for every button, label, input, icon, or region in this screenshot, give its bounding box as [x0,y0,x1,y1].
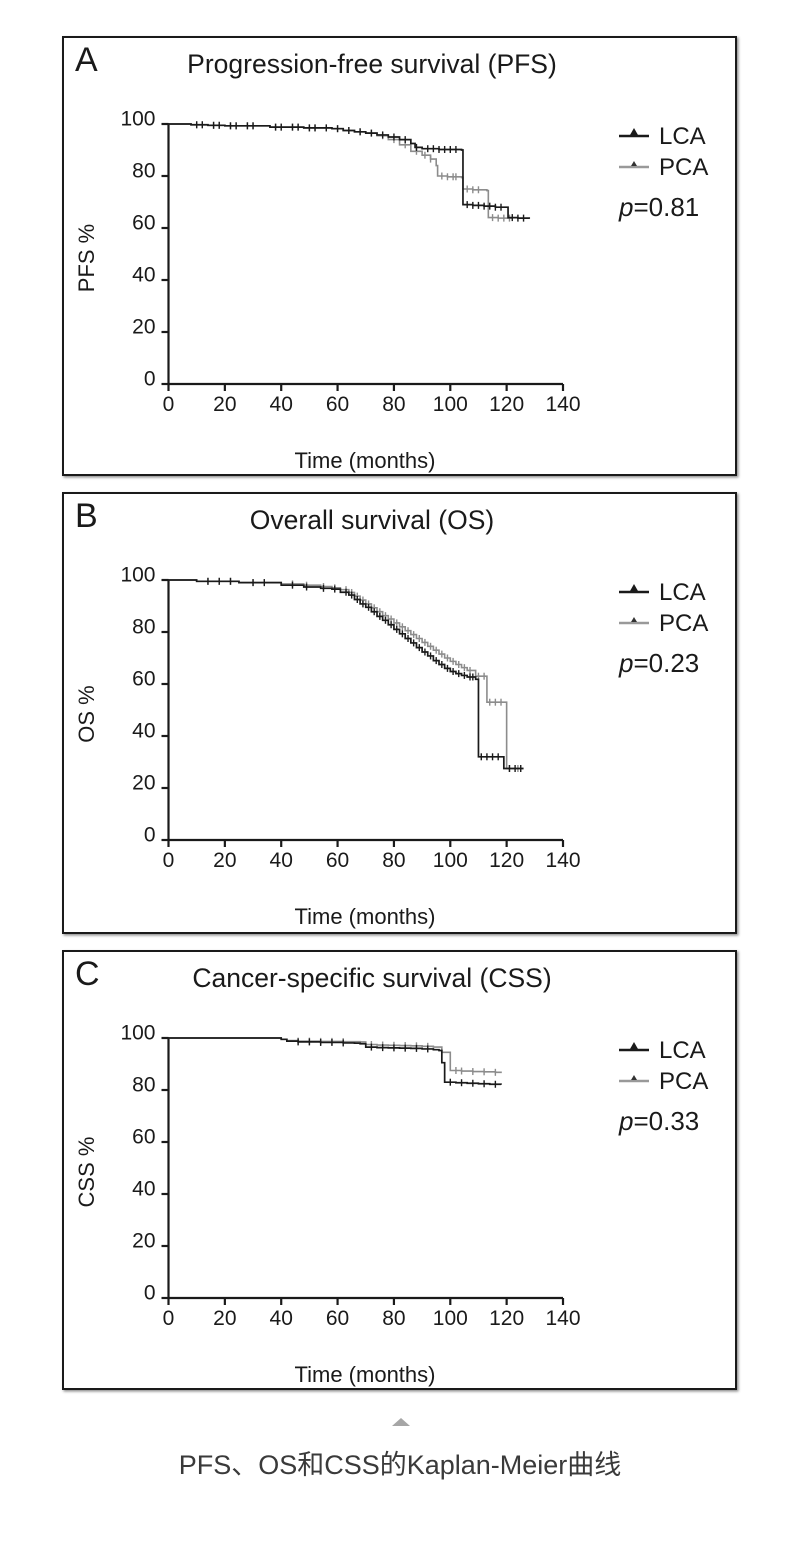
svg-text:60: 60 [326,849,349,872]
svg-text:20: 20 [132,772,155,795]
svg-text:20: 20 [132,1230,155,1253]
svg-text:Time (months): Time (months) [295,448,436,473]
svg-text:0: 0 [163,1307,175,1330]
svg-text:0: 0 [144,368,156,391]
svg-text:0: 0 [163,393,175,416]
svg-text:60: 60 [326,1307,349,1330]
svg-text:p=0.81: p=0.81 [618,192,699,222]
svg-text:60: 60 [132,212,155,235]
svg-text:Time (months): Time (months) [295,904,436,929]
svg-text:Progression-free survival (PFS: Progression-free survival (PFS) [187,49,557,79]
svg-text:20: 20 [213,849,236,872]
svg-text:80: 80 [382,393,405,416]
svg-text:40: 40 [270,849,293,872]
svg-text:100: 100 [120,1022,155,1045]
svg-text:100: 100 [120,108,155,131]
svg-text:Time (months): Time (months) [295,1362,436,1387]
svg-text:0: 0 [163,849,175,872]
svg-text:20: 20 [132,316,155,339]
svg-text:60: 60 [326,393,349,416]
svg-text:p=0.23: p=0.23 [618,648,699,678]
svg-text:80: 80 [132,160,155,183]
svg-text:Overall survival (OS): Overall survival (OS) [250,505,494,535]
svg-text:120: 120 [489,849,524,872]
svg-text:p=0.33: p=0.33 [618,1106,699,1136]
svg-text:100: 100 [120,564,155,587]
svg-text:40: 40 [132,720,155,743]
svg-text:120: 120 [489,1307,524,1330]
svg-text:PFS %: PFS % [74,224,99,292]
svg-text:0: 0 [144,1282,156,1305]
svg-text:LCA: LCA [659,579,706,606]
svg-text:80: 80 [382,1307,405,1330]
svg-text:40: 40 [270,393,293,416]
svg-text:C: C [75,955,100,993]
svg-text:B: B [75,497,98,535]
svg-text:140: 140 [545,849,580,872]
svg-text:100: 100 [433,849,468,872]
svg-text:PCA: PCA [659,610,708,637]
svg-text:20: 20 [213,1307,236,1330]
svg-text:CSS %: CSS % [74,1137,99,1208]
svg-text:140: 140 [545,1307,580,1330]
svg-text:Cancer-specific survival (CSS): Cancer-specific survival (CSS) [192,963,551,993]
svg-text:140: 140 [545,393,580,416]
svg-text:80: 80 [132,1074,155,1097]
svg-text:40: 40 [132,1178,155,1201]
svg-text:LCA: LCA [659,123,706,150]
svg-text:60: 60 [132,1126,155,1149]
svg-text:80: 80 [132,616,155,639]
svg-text:A: A [75,41,98,79]
svg-text:40: 40 [270,1307,293,1330]
svg-text:80: 80 [382,849,405,872]
svg-text:20: 20 [213,393,236,416]
svg-text:100: 100 [433,1307,468,1330]
svg-text:LCA: LCA [659,1037,706,1064]
svg-text:PCA: PCA [659,1068,708,1095]
svg-text:120: 120 [489,393,524,416]
svg-text:PCA: PCA [659,154,708,181]
svg-text:0: 0 [144,824,156,847]
svg-text:100: 100 [433,393,468,416]
svg-text:OS %: OS % [74,685,99,742]
svg-text:40: 40 [132,264,155,287]
svg-text:60: 60 [132,668,155,691]
